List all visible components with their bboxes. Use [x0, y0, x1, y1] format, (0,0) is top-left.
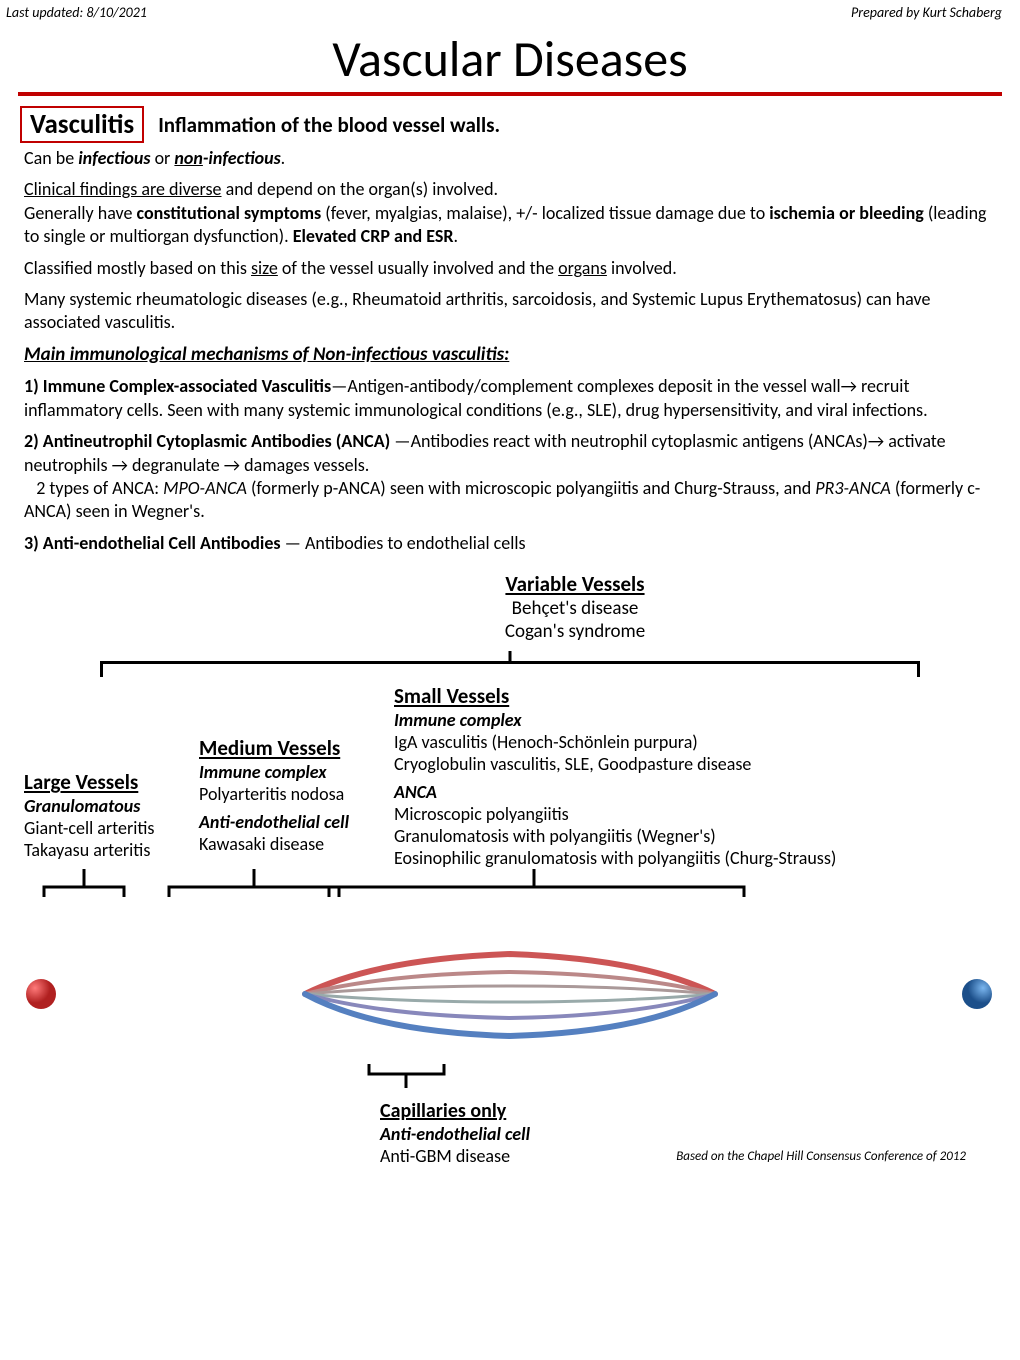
last-updated: Last updated: 8/10/2021 [6, 4, 147, 21]
small-vessels-block: Small Vessels Immune complex IgA vasculi… [394, 683, 996, 869]
medium-vessels-block: Medium Vessels Immune complex Polyarteri… [199, 683, 394, 869]
top-bracket [100, 651, 920, 677]
mechanisms-title: Main immunological mechanisms of Non-inf… [24, 343, 996, 368]
capillary-bracket [24, 1064, 994, 1094]
title-underline [18, 92, 1002, 96]
intro-text: Can be infectious or non-infectious. Cli… [0, 147, 1020, 555]
large-vessels-block: Large Vessels Granulomatous Giant-cell a… [24, 683, 199, 869]
variable-vessels-block: Variable Vessels Behçet's disease Cogan'… [154, 571, 996, 643]
prepared-by: Prepared by Kurt Schaberg [851, 4, 1002, 21]
vasculitis-subtitle: Inflammation of the blood vessel walls. [158, 112, 500, 138]
column-brackets [24, 869, 994, 919]
page-title: Vascular Diseases [0, 29, 1020, 90]
vasculitis-box: Vasculitis [20, 106, 144, 143]
vessel-diagram [25, 924, 995, 1064]
